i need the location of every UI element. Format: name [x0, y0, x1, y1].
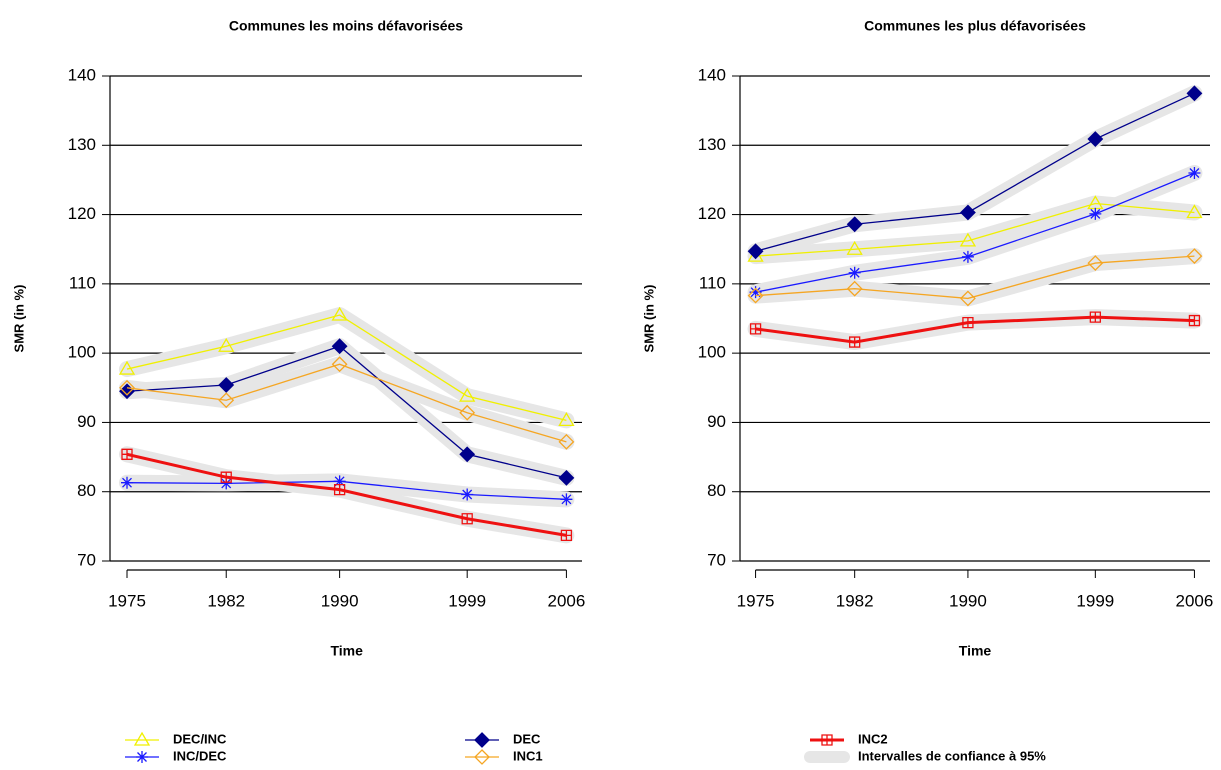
marker	[1188, 314, 1201, 327]
marker	[1087, 255, 1104, 271]
marker	[121, 476, 134, 489]
marker	[121, 448, 133, 460]
marker	[560, 493, 573, 506]
y-tick-label: 130	[68, 135, 96, 154]
marker	[459, 404, 476, 421]
marker	[331, 306, 348, 321]
marker	[459, 446, 476, 463]
y-tick-label: 120	[68, 204, 96, 223]
marker	[749, 323, 762, 335]
marker	[333, 475, 346, 488]
marker	[848, 266, 861, 279]
y-tick-label: 70	[77, 550, 96, 569]
y-tick-label: 80	[707, 481, 726, 500]
y-tick-label: 80	[77, 481, 96, 500]
y-tick-label: 90	[707, 412, 726, 431]
x-tick-label: 1999	[1076, 591, 1114, 610]
y-tick-label: 90	[77, 412, 96, 431]
confidence-band	[747, 85, 1203, 260]
marker	[961, 250, 974, 263]
marker	[558, 469, 575, 486]
legend-label: INC/DEC	[173, 748, 227, 763]
y-tick-label: 140	[68, 65, 96, 84]
line	[755, 202, 1195, 257]
legend-label: DEC	[513, 731, 541, 746]
line	[126, 314, 567, 421]
chart-title: Communes les plus défavorisées	[864, 18, 1086, 34]
marker	[474, 749, 490, 765]
legend-label: INC1	[513, 748, 543, 763]
marker	[461, 488, 474, 501]
marker	[747, 287, 764, 304]
marker	[1087, 131, 1104, 147]
marker	[558, 412, 575, 426]
chart-title: Communes les moins défavorisées	[229, 18, 463, 34]
marker	[821, 734, 833, 746]
marker	[474, 732, 490, 748]
line	[755, 255, 1195, 300]
marker	[749, 286, 762, 299]
x-tick-label: 1982	[836, 591, 874, 610]
y-axis-label: SMR (in %)	[641, 285, 656, 353]
y-tick-label: 70	[707, 550, 726, 569]
marker	[846, 216, 863, 233]
x-tick-label: 1975	[737, 591, 775, 610]
marker	[960, 290, 976, 307]
marker	[331, 356, 348, 373]
marker	[560, 529, 573, 542]
line	[126, 363, 567, 443]
marker	[959, 232, 977, 247]
marker	[333, 483, 346, 496]
legend-label: DEC/INC	[173, 731, 227, 746]
marker	[1186, 204, 1203, 219]
marker	[1186, 248, 1203, 265]
x-tick-label: 1999	[448, 591, 486, 610]
marker	[558, 433, 575, 450]
x-tick-label: 2006	[547, 591, 585, 610]
marker	[1089, 311, 1101, 323]
marker	[461, 513, 473, 525]
y-tick-label: 120	[698, 204, 726, 223]
x-tick-label: 1990	[949, 591, 987, 610]
x-axis-label: Time	[959, 643, 992, 659]
marker	[220, 471, 232, 483]
y-tick-label: 110	[69, 273, 96, 292]
marker	[331, 338, 348, 355]
y-tick-label: 100	[698, 343, 726, 362]
x-tick-label: 1982	[207, 591, 245, 610]
marker	[218, 337, 235, 352]
marker	[459, 387, 476, 402]
x-tick-label: 1990	[321, 591, 359, 610]
y-tick-label: 130	[698, 135, 726, 154]
legend-label: INC2	[858, 731, 888, 746]
marker	[119, 379, 135, 396]
marker	[846, 240, 863, 255]
y-tick-label: 100	[68, 343, 96, 362]
x-tick-label: 1975	[108, 591, 146, 610]
marker	[962, 317, 974, 329]
legend-label: Intervalles de confiance à 95%	[858, 748, 1046, 763]
marker	[136, 751, 148, 763]
marker	[1188, 167, 1201, 179]
marker	[218, 392, 235, 409]
marker	[747, 243, 764, 260]
x-axis-label: Time	[330, 643, 363, 659]
marker	[1089, 207, 1102, 220]
marker	[960, 204, 976, 221]
marker	[133, 731, 151, 746]
marker	[846, 280, 863, 297]
y-tick-label: 110	[699, 273, 726, 292]
marker	[849, 336, 861, 348]
y-axis-label: SMR (in %)	[11, 285, 26, 353]
marker	[220, 477, 233, 490]
marker	[218, 377, 235, 393]
x-tick-label: 2006	[1176, 591, 1214, 610]
marker	[1186, 85, 1203, 102]
marker	[118, 360, 136, 375]
y-tick-label: 140	[698, 65, 726, 84]
